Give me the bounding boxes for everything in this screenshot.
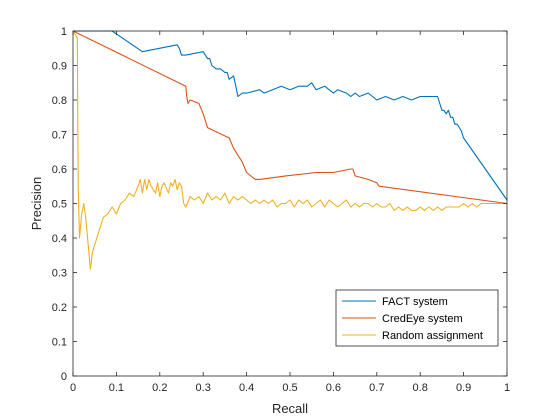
legend-label-3: Random assignment <box>382 330 483 342</box>
y-tick-label: 0.2 <box>52 302 67 314</box>
x-tick-label: 0.6 <box>326 382 341 394</box>
x-tick-label: 0.7 <box>369 382 384 394</box>
legend-label-2: CredEye system <box>382 313 463 325</box>
y-tick-label: 0.4 <box>52 233 67 245</box>
legend-label-1: FACT system <box>382 296 448 308</box>
x-tick-label: 0.9 <box>456 382 471 394</box>
x-tick-label: 0.8 <box>413 382 428 394</box>
series-layer <box>72 30 508 270</box>
x-tick-label: 0.5 <box>282 382 297 394</box>
x-tick-label: 0 <box>70 382 76 394</box>
x-axis-label: Recall <box>272 401 308 416</box>
x-tick-label: 0.1 <box>109 382 124 394</box>
legend: FACT system CredEye system Random assignme… <box>335 289 499 347</box>
y-tick-label: 0.5 <box>52 199 67 211</box>
x-tick-label: 0.4 <box>239 382 254 394</box>
series-line-3 <box>72 30 507 270</box>
y-tick-label: 0.8 <box>52 95 67 107</box>
y-tick-label: 0.3 <box>52 268 67 280</box>
y-tick-label: 0.7 <box>52 130 67 142</box>
y-tick-label: 0 <box>61 371 67 383</box>
y-tick-label: 0.1 <box>52 337 67 349</box>
y-tick-label: 0.6 <box>52 164 67 176</box>
y-tick-label: 1 <box>61 26 67 38</box>
y-tick-label: 0.9 <box>52 61 67 73</box>
ticks-layer: 0 0.1 0.2 0.3 0.4 0.5 0.6 0.7 0.8 0.9 1 0 0.1 0.2 0.3 0… <box>52 26 510 394</box>
y-axis-label: Precision <box>29 177 44 230</box>
x-tick-label: 0.2 <box>152 382 167 394</box>
x-tick-label: 0.3 <box>196 382 211 394</box>
series-line-2 <box>72 30 508 205</box>
x-tick-label: 1 <box>504 382 510 394</box>
series-line-1 <box>73 30 508 201</box>
